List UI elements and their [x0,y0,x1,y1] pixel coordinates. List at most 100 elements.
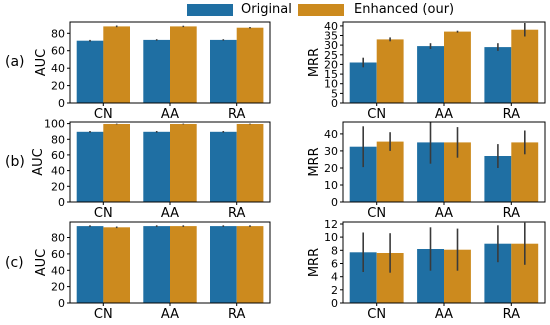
y-tick-label: 20 [51,180,65,193]
y-tick-label: 0 [58,97,65,110]
y-axis-label: MRR [307,147,322,176]
y-tick-label: 2 [331,284,338,297]
bar-enhanced-ra [236,226,264,303]
y-tick-label: 4 [331,271,338,284]
x-tick-label-cn: CN [94,107,113,122]
x-tick-label-cn: CN [94,307,113,322]
bar-original-aa [143,131,170,202]
bar-original-aa [143,226,170,303]
x-tick-label-ra: RA [228,206,246,221]
y-tick-label: 10 [324,179,338,192]
bar-enhanced-cn [376,141,404,202]
y-tick-label: 5 [331,87,338,100]
y-tick-label: 80 [51,27,65,40]
bar-original-cn [76,131,104,202]
y-axis-label: AUC [34,249,49,277]
bar-enhanced-ra [236,124,264,202]
bar-enhanced-cn [103,124,130,202]
y-tick-label: 0 [331,297,338,310]
bar-enhanced-ra [236,27,264,104]
x-tick-label-cn: CN [367,206,386,221]
x-tick-label-aa: AA [435,206,453,221]
y-tick-label: 10 [324,78,338,91]
bar-enhanced-aa [170,26,197,103]
y-tick-label: 20 [51,281,65,294]
y-tick-label: 12 [324,218,338,231]
x-tick-label-aa: AA [435,307,453,322]
bar-original-cn [349,62,377,103]
y-tick-label: 30 [324,145,338,158]
y-tick-label: 0 [58,297,65,310]
y-tick-label: 40 [51,264,65,277]
row-label-3: (c) [5,255,24,271]
bar-original-cn [76,226,104,303]
x-tick-label-ra: RA [503,206,521,221]
y-tick-label: 35 [324,30,338,43]
legend-swatch-enhanced [298,4,344,16]
legend: Original Enhanced (our) [0,0,550,22]
x-tick-label-ra: RA [503,307,521,322]
bar-original-aa [143,39,170,103]
x-tick-label-cn: CN [94,206,113,221]
bar-enhanced-aa [170,124,197,202]
y-tick-label: 10 [324,231,338,244]
bar-original-ra [210,131,237,202]
y-tick-label: 80 [51,133,65,146]
y-tick-label: 40 [324,128,338,141]
chart-4-mrr: 0 10 20 30 40 CN AA RA MRR [307,121,546,221]
y-tick-label: 20 [51,80,65,93]
y-tick-label: 40 [324,20,338,33]
bar-enhanced-cn [103,227,130,303]
y-tick-label: 30 [324,39,338,52]
y-axis-label: AUC [31,148,46,176]
chart-1-auc: 0 20 40 60 80 CN AA RA AUC [34,21,271,122]
y-tick-label: 20 [324,58,338,71]
y-tick-label: 60 [51,149,65,162]
x-tick-label-aa: AA [161,307,179,322]
chart-3-auc: 0 20 40 60 80 100 CN AA RA AUC [31,118,271,221]
x-tick-label-cn: CN [367,307,386,322]
bar-enhanced-ra [511,29,539,104]
y-axis-label: AUC [34,49,49,77]
bar-original-ra [210,226,237,303]
bar-original-ra [210,39,237,103]
y-tick-label: 6 [331,258,338,271]
bar-original-aa [417,46,444,103]
x-tick-label-aa: AA [161,107,179,122]
bar-enhanced-cn [103,26,130,103]
y-axis-label: MRR [307,48,322,77]
y-tick-label: 8 [331,244,338,257]
row-label-1: (a) [5,54,25,70]
y-tick-label: 80 [51,232,65,245]
legend-label-original: Original [241,2,292,17]
legend-swatch-original [187,4,233,16]
y-tick-label: 0 [331,196,338,209]
x-tick-label-ra: RA [503,107,521,122]
bar-enhanced-cn [376,39,404,103]
x-tick-label-ra: RA [228,307,246,322]
bar-enhanced-aa [170,226,197,303]
x-tick-label-cn: CN [367,107,386,122]
bar-original-ra [484,47,512,103]
x-tick-label-aa: AA [161,206,179,221]
row-label-2: (b) [5,154,25,170]
y-tick-label: 40 [51,165,65,178]
y-tick-label: 60 [51,45,65,58]
bar-original-cn [76,40,104,103]
chart-5-auc: 0 20 40 60 80 CN AA RA AUC [34,221,271,322]
bar-enhanced-aa [444,31,471,104]
x-tick-label-ra: RA [228,107,246,122]
y-tick-label: 0 [58,196,65,209]
y-axis-label: MRR [307,248,322,277]
y-tick-label: 25 [324,49,338,62]
y-tick-label: 15 [324,68,338,81]
y-tick-label: 100 [44,118,65,131]
y-tick-label: 20 [324,162,338,175]
y-tick-label: 60 [51,248,65,261]
y-tick-label: 40 [51,62,65,75]
legend-label-enhanced: Enhanced (our) [354,2,455,17]
x-tick-label-aa: AA [435,107,453,122]
